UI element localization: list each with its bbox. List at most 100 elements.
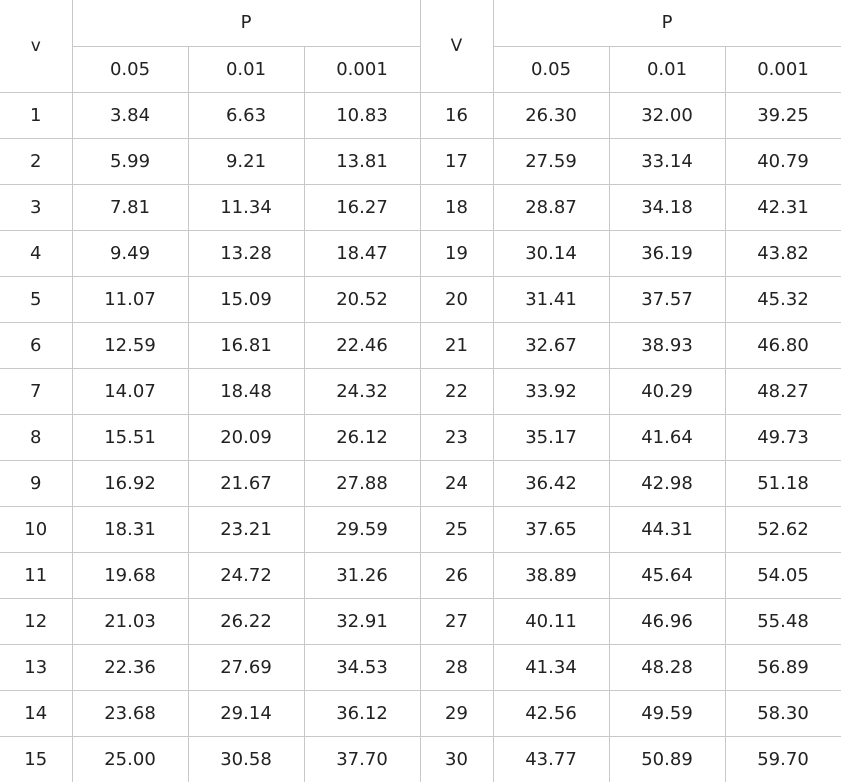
p0001-cell: 42.31 (724, 183, 841, 231)
p0001-cell: 34.53 (303, 643, 421, 691)
df-cell: 12 (0, 597, 73, 645)
p001-cell: 32.00 (608, 92, 726, 139)
df-cell: 4 (0, 229, 73, 277)
p005-cell: 19.68 (71, 551, 189, 599)
table-body: 1 3.84 6.63 10.83 16 26.30 32.00 39.25 2 5.99 9.21… (0, 92, 841, 782)
p0001-cell: 46.80 (724, 321, 841, 369)
df-cell: 5 (0, 275, 73, 323)
df-cell: 7 (0, 367, 73, 415)
table-row: 12 21.03 26.22 32.91 27 40.11 46.96 55.48 (0, 597, 841, 645)
df-cell: 2 (0, 137, 73, 185)
p005-cell: 22.36 (71, 643, 189, 691)
p005-cell: 38.89 (492, 551, 610, 599)
df-cell: 6 (0, 321, 73, 369)
df-cell: 30 (419, 735, 494, 782)
p-col-header: 0.001 (724, 45, 841, 93)
p005-cell: 3.84 (71, 92, 189, 139)
p005-cell: 11.07 (71, 275, 189, 323)
table-row: 10 18.31 23.21 29.59 25 37.65 44.31 52.62 (0, 505, 841, 553)
df-cell: 24 (419, 459, 494, 507)
p005-cell: 37.65 (492, 505, 610, 553)
p001-cell: 44.31 (608, 505, 726, 553)
df-cell: 29 (419, 689, 494, 737)
table-row: 6 12.59 16.81 22.46 21 32.67 38.93 46.80 (0, 321, 841, 369)
p005-cell: 12.59 (71, 321, 189, 369)
table-row: 8 15.51 20.09 26.12 23 35.17 41.64 49.73 (0, 413, 841, 461)
p0001-cell: 55.48 (724, 597, 841, 645)
p0001-cell: 54.05 (724, 551, 841, 599)
table-row: 5 11.07 15.09 20.52 20 31.41 37.57 45.32 (0, 275, 841, 323)
p-col-header: 0.05 (492, 45, 610, 93)
p0001-cell: 20.52 (303, 275, 421, 323)
p-header-right: P (492, 0, 841, 47)
p001-cell: 27.69 (187, 643, 305, 691)
p005-cell: 33.92 (492, 367, 610, 415)
p005-cell: 16.92 (71, 459, 189, 507)
p0001-cell: 26.12 (303, 413, 421, 461)
p0001-cell: 36.12 (303, 689, 421, 737)
p001-cell: 15.09 (187, 275, 305, 323)
p001-cell: 33.14 (608, 137, 726, 185)
df-cell: 20 (419, 275, 494, 323)
table-row: 1 3.84 6.63 10.83 16 26.30 32.00 39.25 (0, 92, 841, 139)
p0001-cell: 13.81 (303, 137, 421, 185)
p001-cell: 11.34 (187, 183, 305, 231)
p005-cell: 43.77 (492, 735, 610, 782)
p0001-cell: 59.70 (724, 735, 841, 782)
df-cell: 9 (0, 459, 73, 507)
p0001-cell: 56.89 (724, 643, 841, 691)
p001-cell: 36.19 (608, 229, 726, 277)
df-cell: 27 (419, 597, 494, 645)
table-row: 11 19.68 24.72 31.26 26 38.89 45.64 54.05 (0, 551, 841, 599)
p001-cell: 16.81 (187, 321, 305, 369)
p001-cell: 38.93 (608, 321, 726, 369)
p005-cell: 14.07 (71, 367, 189, 415)
p0001-cell: 18.47 (303, 229, 421, 277)
table-row: 15 25.00 30.58 37.70 30 43.77 50.89 59.70 (0, 735, 841, 782)
p005-cell: 25.00 (71, 735, 189, 782)
table-row: 13 22.36 27.69 34.53 28 41.34 48.28 56.89 (0, 643, 841, 691)
p-col-header: 0.001 (303, 45, 421, 93)
p001-cell: 29.14 (187, 689, 305, 737)
p001-cell: 26.22 (187, 597, 305, 645)
p001-cell: 21.67 (187, 459, 305, 507)
p0001-cell: 45.32 (724, 275, 841, 323)
p005-cell: 40.11 (492, 597, 610, 645)
p001-cell: 9.21 (187, 137, 305, 185)
p0001-cell: 22.46 (303, 321, 421, 369)
p0001-cell: 27.88 (303, 459, 421, 507)
table-row: 7 14.07 18.48 24.32 22 33.92 40.29 48.27 (0, 367, 841, 415)
p001-cell: 24.72 (187, 551, 305, 599)
p-col-header: 0.01 (187, 45, 305, 93)
df-cell: 23 (419, 413, 494, 461)
p-header-left: P (71, 0, 421, 47)
table-row: 9 16.92 21.67 27.88 24 36.42 42.98 51.18 (0, 459, 841, 507)
p001-cell: 20.09 (187, 413, 305, 461)
v-header-right: V (419, 0, 494, 93)
df-cell: 28 (419, 643, 494, 691)
df-cell: 16 (419, 92, 494, 139)
p001-cell: 46.96 (608, 597, 726, 645)
p0001-cell: 24.32 (303, 367, 421, 415)
p001-cell: 42.98 (608, 459, 726, 507)
table-row: 4 9.49 13.28 18.47 19 30.14 36.19 43.82 (0, 229, 841, 277)
p005-cell: 23.68 (71, 689, 189, 737)
p005-cell: 26.30 (492, 92, 610, 139)
df-cell: 18 (419, 183, 494, 231)
df-cell: 3 (0, 183, 73, 231)
p001-cell: 34.18 (608, 183, 726, 231)
p001-cell: 13.28 (187, 229, 305, 277)
v-header-left: v (0, 0, 73, 93)
p005-cell: 32.67 (492, 321, 610, 369)
p005-cell: 27.59 (492, 137, 610, 185)
df-cell: 26 (419, 551, 494, 599)
p005-cell: 30.14 (492, 229, 610, 277)
p0001-cell: 43.82 (724, 229, 841, 277)
p001-cell: 41.64 (608, 413, 726, 461)
df-cell: 15 (0, 735, 73, 782)
p001-cell: 45.64 (608, 551, 726, 599)
p001-cell: 49.59 (608, 689, 726, 737)
p0001-cell: 37.70 (303, 735, 421, 782)
p005-cell: 15.51 (71, 413, 189, 461)
